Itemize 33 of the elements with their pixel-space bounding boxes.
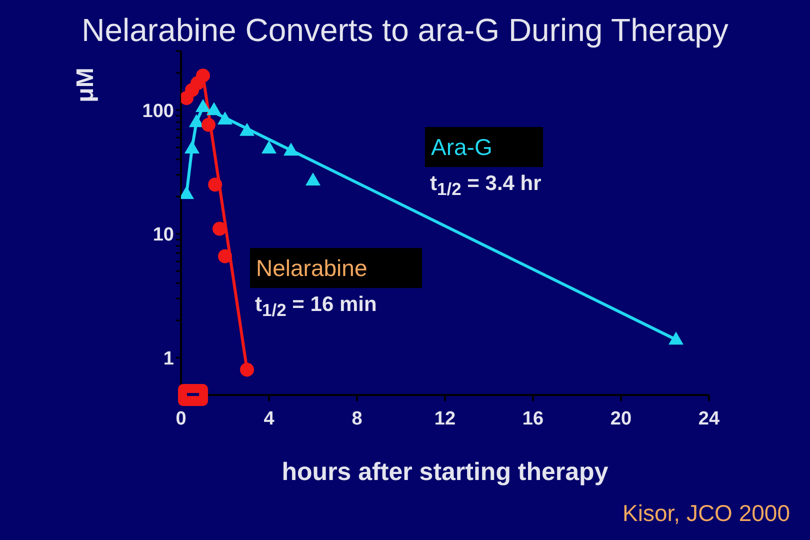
- point: [284, 142, 298, 156]
- point: [262, 140, 276, 154]
- point: [196, 98, 210, 112]
- point: [240, 362, 254, 377]
- x-tick-label: 8: [352, 408, 362, 430]
- point: [240, 122, 254, 136]
- text: Ara-G: [425, 127, 543, 167]
- chart-title: Nelarabine Converts to ara-G During Therapy: [80, 12, 730, 49]
- point: [206, 102, 222, 116]
- y-tick-label: 10: [152, 224, 174, 246]
- y-tick-label: 1: [163, 348, 174, 370]
- point: [188, 114, 204, 128]
- point: [218, 249, 232, 264]
- x-tick-label: 4: [264, 408, 275, 430]
- point: [208, 178, 222, 192]
- annotation: t$_{1/2}$ = 16 min: [255, 293, 377, 322]
- x-axis-title: hours after starting therapy: [280, 458, 610, 487]
- y-axis-title: μM: [71, 66, 100, 104]
- x-tick-label: 20: [610, 408, 632, 430]
- point: [218, 111, 232, 124]
- annotation: t$_{1/2}$ = 3.4 hr: [430, 172, 542, 200]
- x-tick-label: 0: [176, 408, 186, 430]
- point: [184, 140, 200, 154]
- text: Kisor, JCO 2000: [622, 500, 790, 527]
- y-tick-label: 100: [142, 100, 174, 122]
- x-tick-label: 12: [434, 408, 456, 430]
- series-label: Nelarabine: [250, 248, 422, 288]
- point: [306, 172, 320, 186]
- point: [212, 222, 226, 236]
- x-tick-label: 24: [698, 408, 720, 430]
- point: [668, 332, 684, 345]
- x-tick-label: 16: [522, 408, 544, 430]
- point: [202, 118, 216, 132]
